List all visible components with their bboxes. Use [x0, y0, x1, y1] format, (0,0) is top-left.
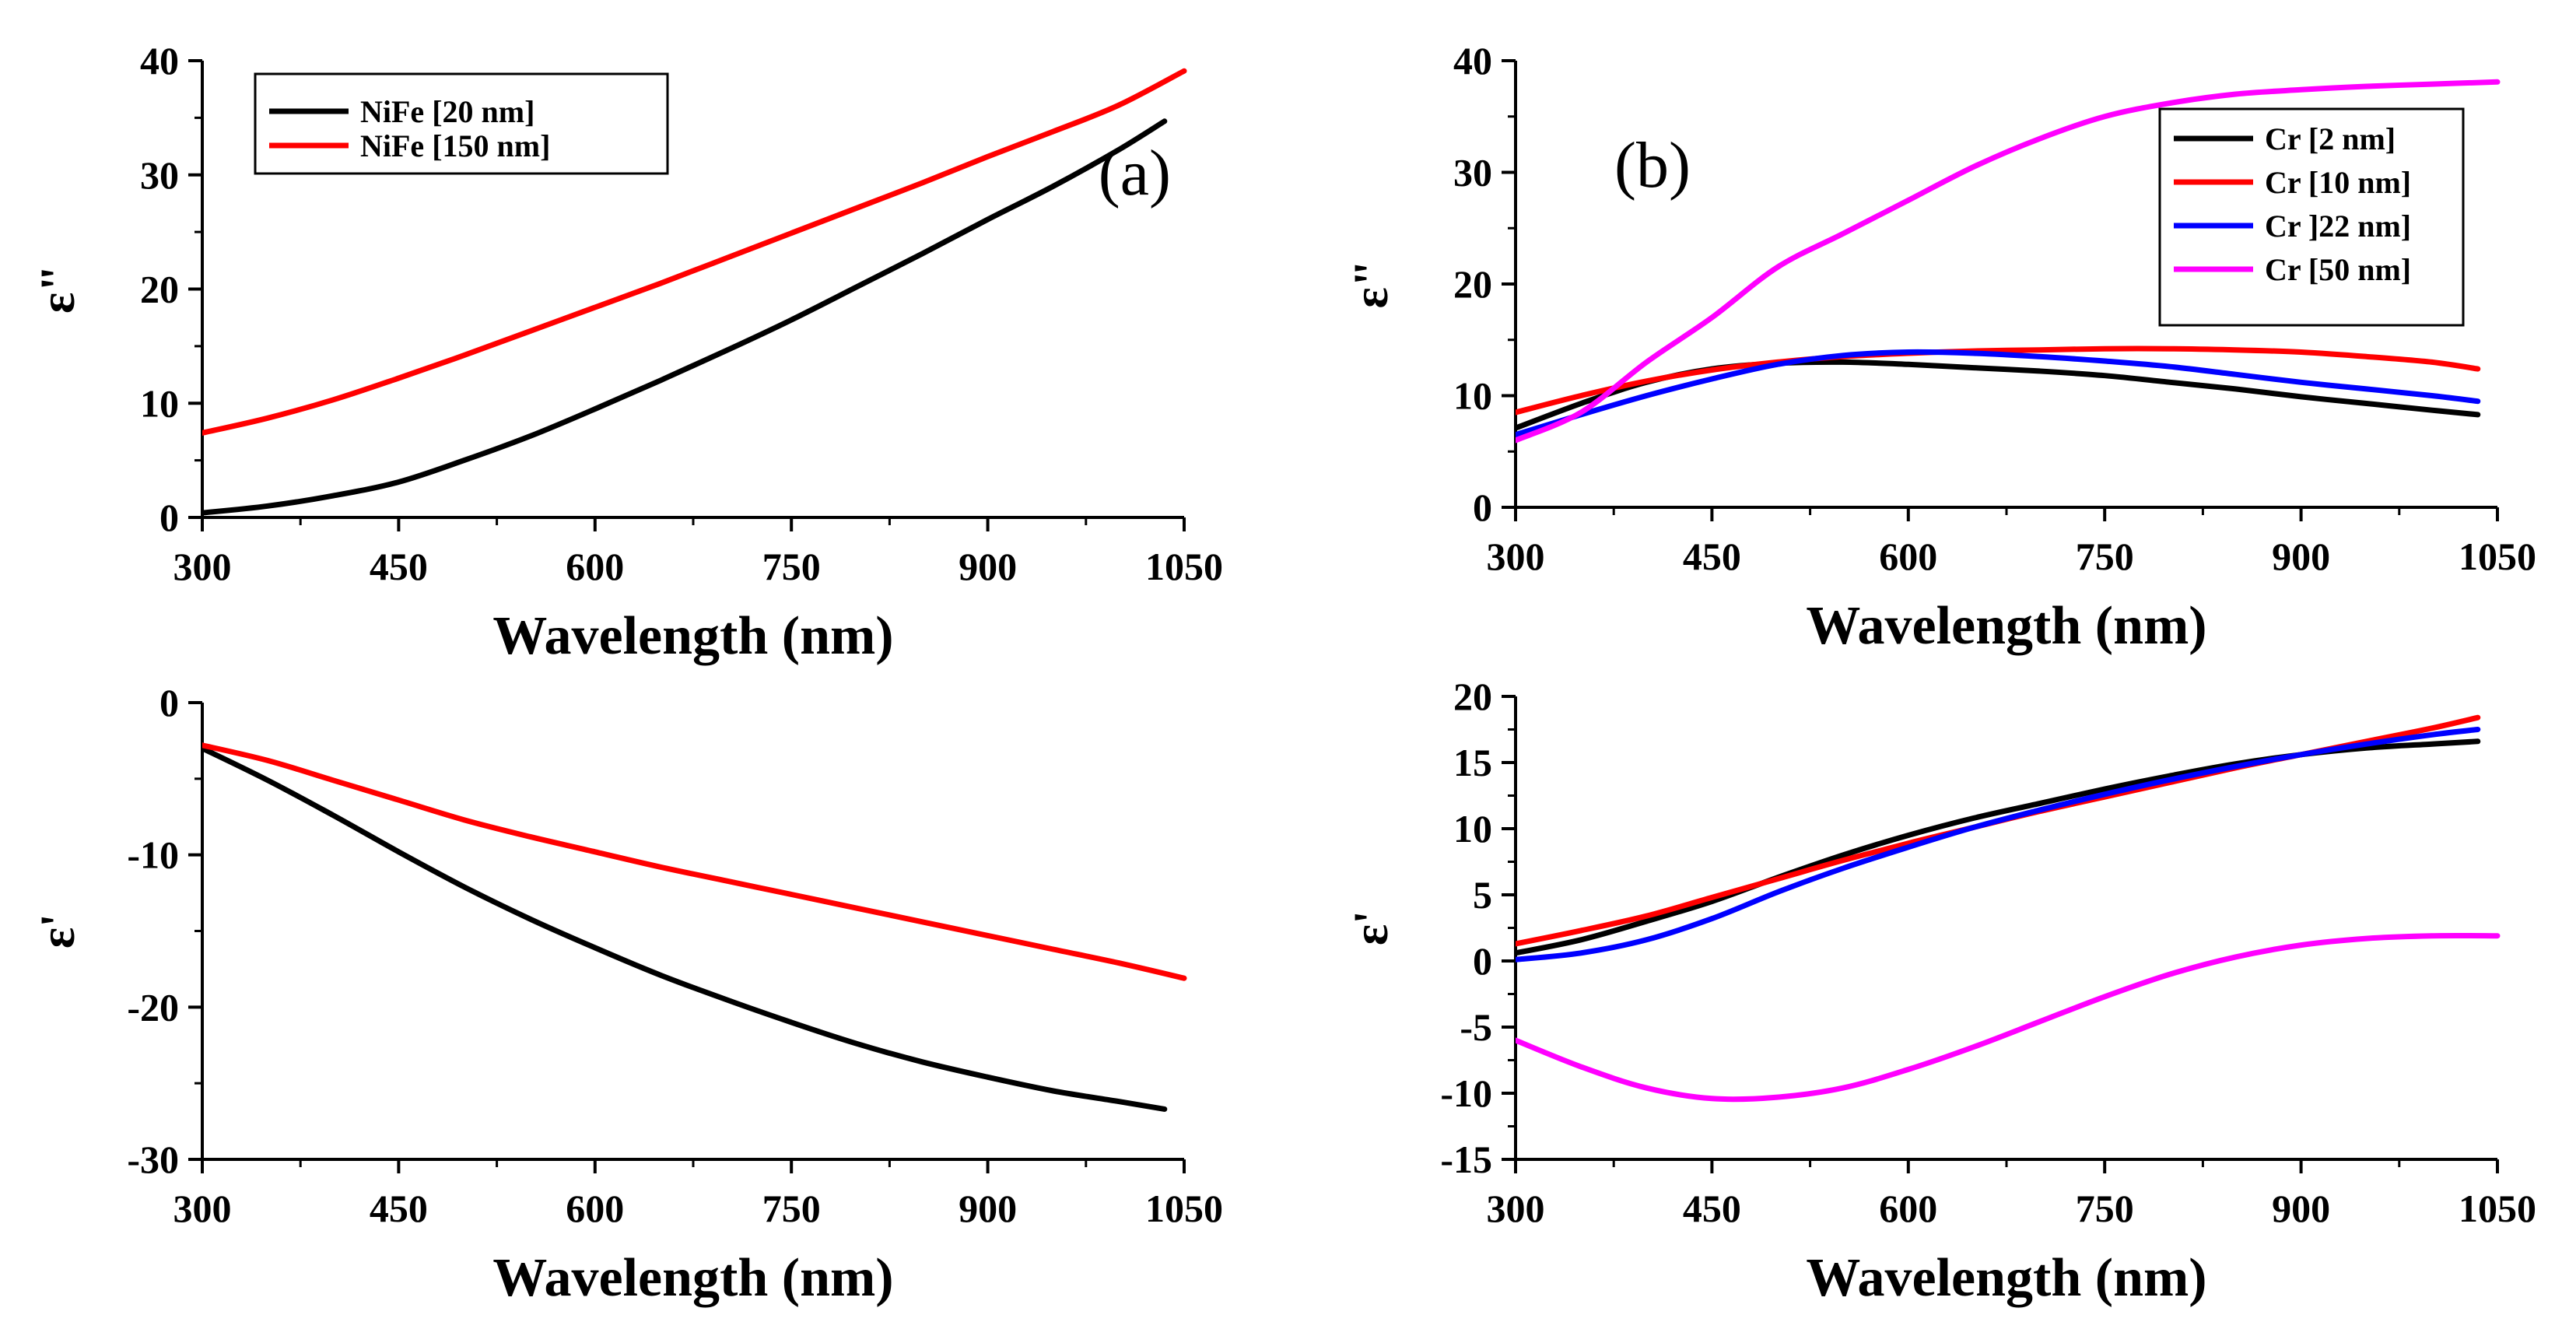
legend-entry: Cr [2 nm]: [2265, 121, 2396, 156]
series-line: [1516, 349, 2481, 438]
chart-a_bottom: 300 450 600 750 900 1050 -30 -20 -10 0 Wavelength …: [30, 681, 1223, 1308]
legend-entry: Cr ]22 nm]: [2265, 209, 2411, 244]
y-tick-label: 10: [140, 381, 179, 425]
y-tick-label: 30: [1453, 151, 1492, 195]
y-tick-label: 20: [140, 268, 179, 311]
x-tick-label: 300: [173, 1187, 232, 1230]
y-tick-label: 20: [1453, 675, 1492, 718]
series-line: [1516, 79, 2501, 444]
x-tick-label: 900: [959, 545, 1017, 588]
x-tick-label: 300: [1487, 535, 1545, 578]
series-line: [1516, 738, 2481, 956]
legend: Cr [2 nm] Cr [10 nm] Cr ]22 nm] Cr [50 nm]: [2158, 107, 2465, 327]
x-tick-label: 1050: [2459, 535, 2536, 578]
legend-box: [254, 72, 669, 175]
x-tick-label: 1050: [1145, 545, 1223, 588]
chart-a_top: 300 450 600 750 900 1050 0 10 20 30 40 Wavelength (…: [30, 39, 1223, 666]
x-tick-label: 600: [1879, 535, 1937, 578]
chart-b_top: 300 450 600 750 900 1050 0 10 20 30 40 Wavelength (…: [1343, 39, 2536, 656]
y-tick-label: -10: [1440, 1071, 1492, 1115]
y-axis-title: ε': [30, 913, 85, 949]
legend-box: [2158, 107, 2465, 327]
y-tick-label: 40: [140, 39, 179, 82]
y-tick-label: 10: [1453, 807, 1492, 850]
panel-label: (a): [1099, 137, 1171, 209]
y-tick-label: 40: [1453, 39, 1492, 82]
y-tick-label: 0: [159, 496, 179, 539]
y-tick-label: -20: [127, 985, 179, 1029]
x-tick-label: 1050: [2459, 1187, 2536, 1230]
y-axis-title: ε": [30, 265, 85, 314]
y-axis-title: ε": [1343, 260, 1398, 309]
x-tick-label: 1050: [1145, 1187, 1223, 1230]
y-tick-label: 20: [1453, 262, 1492, 306]
x-axis-title: Wavelength (nm): [1806, 596, 2206, 656]
series-line: [1516, 359, 2481, 431]
x-axis-title: Wavelength (nm): [492, 606, 893, 666]
legend-entry: Cr [10 nm]: [2265, 165, 2411, 200]
chart-b_bottom: 300 450 600 750 900 1050 -15 -10 -5 0 5 10 15 20 Wavel…: [1343, 675, 2536, 1308]
x-tick-label: 750: [762, 545, 821, 588]
y-tick-label: -15: [1440, 1138, 1492, 1181]
series-line: [1516, 932, 2501, 1103]
x-tick-label: 450: [370, 1187, 428, 1230]
x-tick-label: 450: [370, 545, 428, 588]
legend-entry: Cr [50 nm]: [2265, 252, 2411, 287]
x-tick-label: 750: [762, 1187, 821, 1230]
y-tick-label: 0: [159, 681, 179, 724]
legend: NiFe [20 nm]NiFe [150 nm]: [254, 72, 669, 175]
x-tick-label: 900: [2272, 535, 2330, 578]
panel-label: (b): [1614, 129, 1691, 202]
series-line: [1516, 345, 2481, 416]
x-tick-label: 600: [566, 1187, 624, 1230]
x-tick-label: 900: [959, 1187, 1017, 1230]
series-line: [202, 68, 1187, 436]
y-tick-label: 15: [1453, 741, 1492, 784]
x-tick-label: 450: [1683, 535, 1741, 578]
y-tick-label: 10: [1453, 374, 1492, 418]
x-tick-label: 300: [173, 545, 232, 588]
x-tick-label: 600: [1879, 1187, 1937, 1230]
y-tick-label: -5: [1460, 1005, 1492, 1049]
x-tick-label: 750: [2076, 1187, 2134, 1230]
y-tick-label: 5: [1473, 873, 1492, 917]
x-axis-title: Wavelength (nm): [492, 1248, 893, 1308]
y-axis-title: ε': [1343, 910, 1398, 945]
x-tick-label: 300: [1487, 1187, 1545, 1230]
series-line: [202, 118, 1168, 516]
y-tick-label: -30: [127, 1138, 179, 1181]
x-tick-label: 450: [1683, 1187, 1741, 1230]
y-tick-label: 30: [140, 153, 179, 197]
series-line: [1516, 727, 2481, 963]
x-tick-label: 600: [566, 545, 624, 588]
legend-entry: NiFe [20 nm]: [360, 94, 534, 129]
x-tick-label: 900: [2272, 1187, 2330, 1230]
y-tick-label: 0: [1473, 939, 1492, 983]
y-tick-label: 0: [1473, 486, 1492, 529]
series-line: [202, 742, 1187, 981]
legend-entry: NiFe [150 nm]: [360, 128, 550, 163]
y-tick-label: -10: [127, 833, 179, 877]
series-line: [202, 745, 1168, 1112]
x-axis-title: Wavelength (nm): [1806, 1248, 2206, 1308]
x-tick-label: 750: [2076, 535, 2134, 578]
